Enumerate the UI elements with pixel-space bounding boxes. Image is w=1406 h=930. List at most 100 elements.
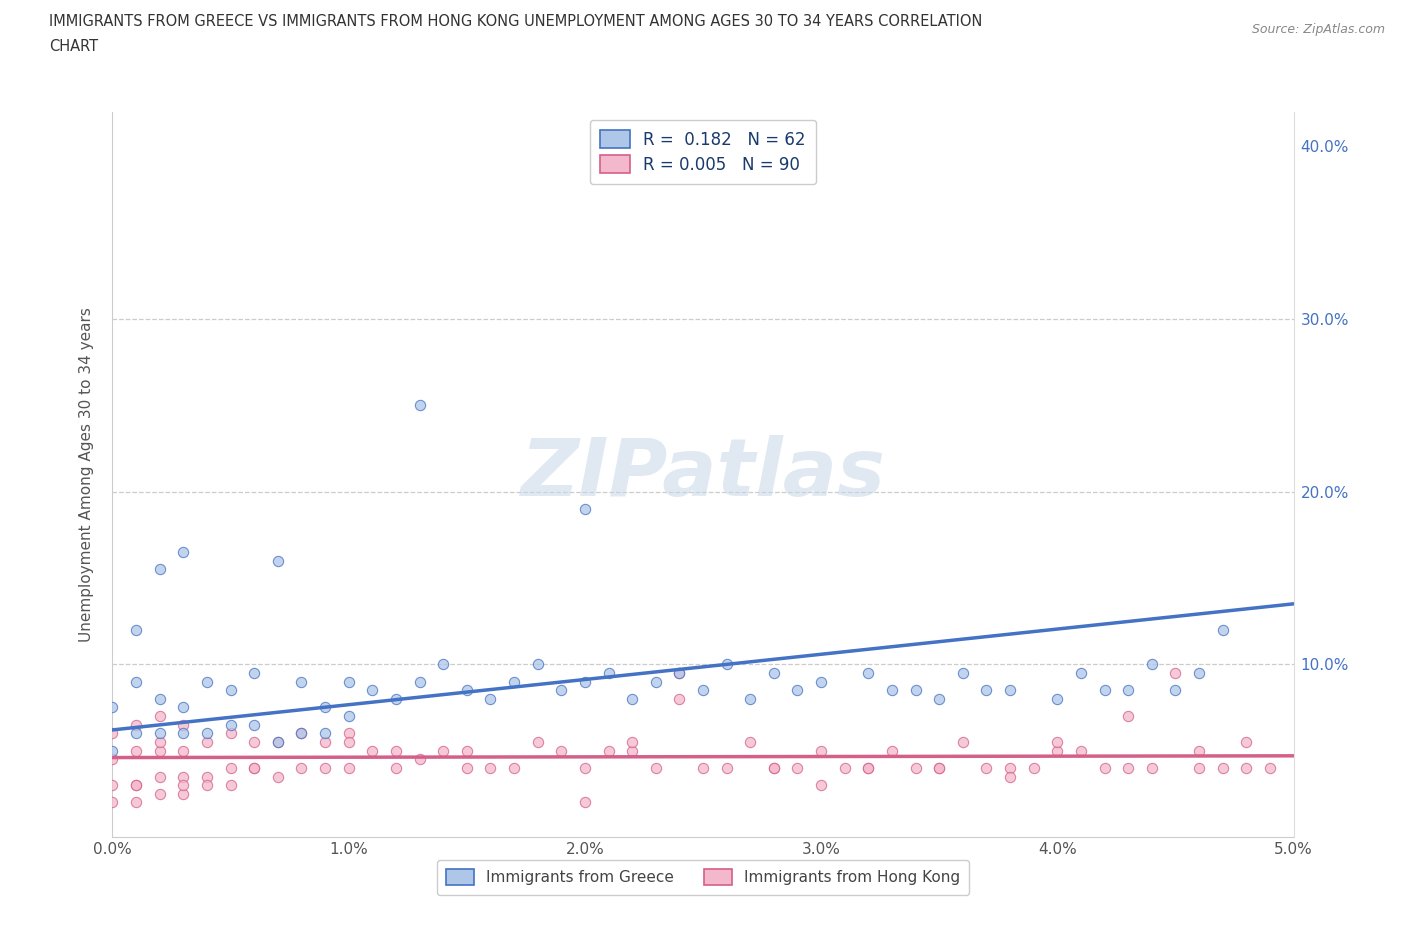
Point <box>786 761 808 776</box>
Point <box>1234 761 1257 776</box>
Text: ZIPatlas: ZIPatlas <box>520 435 886 513</box>
Point <box>385 761 408 776</box>
Point <box>1022 761 1045 776</box>
Point <box>172 726 194 741</box>
Point <box>692 683 714 698</box>
Point <box>125 726 148 741</box>
Point <box>267 735 290 750</box>
Point <box>1212 761 1234 776</box>
Point <box>361 683 384 698</box>
Point <box>716 657 738 671</box>
Point <box>149 769 172 784</box>
Point <box>479 691 502 706</box>
Point <box>1212 622 1234 637</box>
Point <box>219 717 242 732</box>
Point <box>858 761 880 776</box>
Point <box>149 743 172 758</box>
Point <box>337 761 360 776</box>
Point <box>762 666 785 681</box>
Point <box>149 562 172 577</box>
Point <box>195 769 218 784</box>
Point <box>692 761 714 776</box>
Point <box>290 674 312 689</box>
Point <box>834 761 856 776</box>
Point <box>314 735 336 750</box>
Point <box>172 545 194 560</box>
Point <box>952 735 974 750</box>
Point <box>290 726 312 741</box>
Point <box>243 666 266 681</box>
Point <box>219 683 242 698</box>
Text: Source: ZipAtlas.com: Source: ZipAtlas.com <box>1251 22 1385 35</box>
Legend: Immigrants from Greece, Immigrants from Hong Kong: Immigrants from Greece, Immigrants from … <box>437 859 969 895</box>
Point <box>195 777 218 792</box>
Point <box>644 674 666 689</box>
Point <box>1140 657 1163 671</box>
Point <box>1188 743 1211 758</box>
Point <box>432 743 454 758</box>
Point <box>858 761 880 776</box>
Point <box>172 777 194 792</box>
Point <box>172 717 194 732</box>
Point <box>243 761 266 776</box>
Point <box>149 726 172 741</box>
Point <box>1188 666 1211 681</box>
Point <box>219 761 242 776</box>
Point <box>810 674 832 689</box>
Point <box>668 666 690 681</box>
Text: CHART: CHART <box>49 39 98 54</box>
Point <box>621 743 644 758</box>
Point <box>267 553 290 568</box>
Point <box>195 735 218 750</box>
Point <box>1140 761 1163 776</box>
Point <box>976 683 998 698</box>
Point <box>125 795 148 810</box>
Point <box>172 787 194 802</box>
Point <box>574 761 596 776</box>
Point <box>1046 735 1069 750</box>
Point <box>219 726 242 741</box>
Point <box>1070 666 1092 681</box>
Point <box>125 674 148 689</box>
Point <box>621 735 644 750</box>
Point <box>526 735 548 750</box>
Point <box>337 735 360 750</box>
Point <box>195 674 218 689</box>
Point <box>928 761 950 776</box>
Point <box>432 657 454 671</box>
Point <box>149 709 172 724</box>
Point <box>1188 761 1211 776</box>
Point <box>385 743 408 758</box>
Point <box>314 726 336 741</box>
Point <box>740 691 762 706</box>
Point <box>762 761 785 776</box>
Point <box>668 691 690 706</box>
Y-axis label: Unemployment Among Ages 30 to 34 years: Unemployment Among Ages 30 to 34 years <box>79 307 94 642</box>
Point <box>810 743 832 758</box>
Point <box>125 743 148 758</box>
Point <box>101 743 124 758</box>
Point <box>998 769 1021 784</box>
Point <box>314 700 336 715</box>
Point <box>1258 761 1281 776</box>
Point <box>904 683 927 698</box>
Point <box>621 691 644 706</box>
Point <box>479 761 502 776</box>
Text: IMMIGRANTS FROM GREECE VS IMMIGRANTS FROM HONG KONG UNEMPLOYMENT AMONG AGES 30 T: IMMIGRANTS FROM GREECE VS IMMIGRANTS FRO… <box>49 14 983 29</box>
Point <box>644 761 666 776</box>
Point <box>408 398 430 413</box>
Point <box>125 777 148 792</box>
Point <box>456 683 478 698</box>
Point <box>361 743 384 758</box>
Point <box>1234 735 1257 750</box>
Point <box>1116 683 1139 698</box>
Point <box>1164 666 1187 681</box>
Point <box>952 666 974 681</box>
Point <box>149 691 172 706</box>
Point <box>1116 709 1139 724</box>
Point <box>928 691 950 706</box>
Point <box>337 674 360 689</box>
Point <box>408 674 430 689</box>
Point <box>574 795 596 810</box>
Point <box>1070 743 1092 758</box>
